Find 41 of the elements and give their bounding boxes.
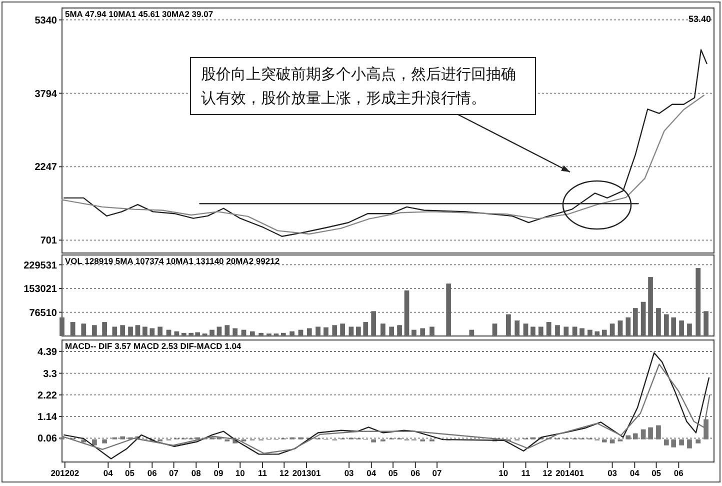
y-tick-label: 1.14 [38, 412, 58, 424]
x-tick-label: 12 [279, 468, 290, 478]
chart-title: VOL 128919 5MA 107374 10MA1 131140 20MA2 99212 [65, 256, 280, 266]
x-tick-label: 08 [191, 468, 202, 478]
x-tick-label: 07 [169, 468, 179, 478]
chart-title: MACD-- DIF 3.57 MACD 2.53 DIF-MACD 1.04 [65, 341, 242, 351]
y-tick-label: 76510 [29, 308, 58, 319]
y-tick-label: 3794 [34, 88, 58, 100]
y-tick-label: 229531 [24, 260, 58, 272]
x-tick-label: 05 [125, 468, 135, 478]
x-tick-label: 04 [630, 468, 640, 478]
x-tick-label: 06 [674, 468, 684, 478]
chart-title: 5MA 47.94 10MA1 45.61 30MA2 39.07 [65, 9, 214, 19]
x-tick-label: 06 [410, 468, 420, 478]
x-tick-label: 10 [498, 468, 508, 478]
x-tick-label: 03 [344, 468, 354, 478]
x-tick-label: 10 [235, 468, 246, 478]
y-tick-label: 4.39 [38, 346, 58, 358]
x-tick-label: 201301 [292, 468, 321, 478]
annotation: 股价向上突破前期多个小高点，然后进行回抽确认有效，股价放量上涨，形成主升浪行情。 [190, 57, 536, 115]
x-tick-label: 04 [103, 468, 114, 478]
x-tick-label: 09 [214, 468, 224, 478]
x-tick-label: 11 [258, 468, 268, 478]
y-tick-label: 153021 [24, 284, 58, 296]
x-tick-label: 03 [608, 468, 618, 478]
y-tick-label: 3.3 [43, 368, 58, 380]
x-tick-label: 07 [432, 468, 442, 478]
y-tick-label: 2247 [34, 162, 58, 174]
x-tick-label: 11 [521, 468, 531, 478]
annotation: 53.40 [688, 14, 711, 24]
y-tick-label: 5340 [34, 15, 58, 26]
x-tick-label: 05 [388, 468, 398, 478]
x-tick-label: 06 [147, 468, 158, 478]
y-tick-label: 701 [40, 236, 58, 247]
y-tick-label: 0.06 [38, 434, 58, 445]
x-tick-label: 12 [542, 468, 552, 478]
x-tick-label: 201202 [50, 468, 80, 478]
x-tick-label: 04 [366, 468, 376, 478]
y-tick-label: 2.22 [38, 390, 58, 402]
x-tick-label: 05 [652, 468, 662, 478]
x-tick-label: 201401 [556, 468, 584, 478]
